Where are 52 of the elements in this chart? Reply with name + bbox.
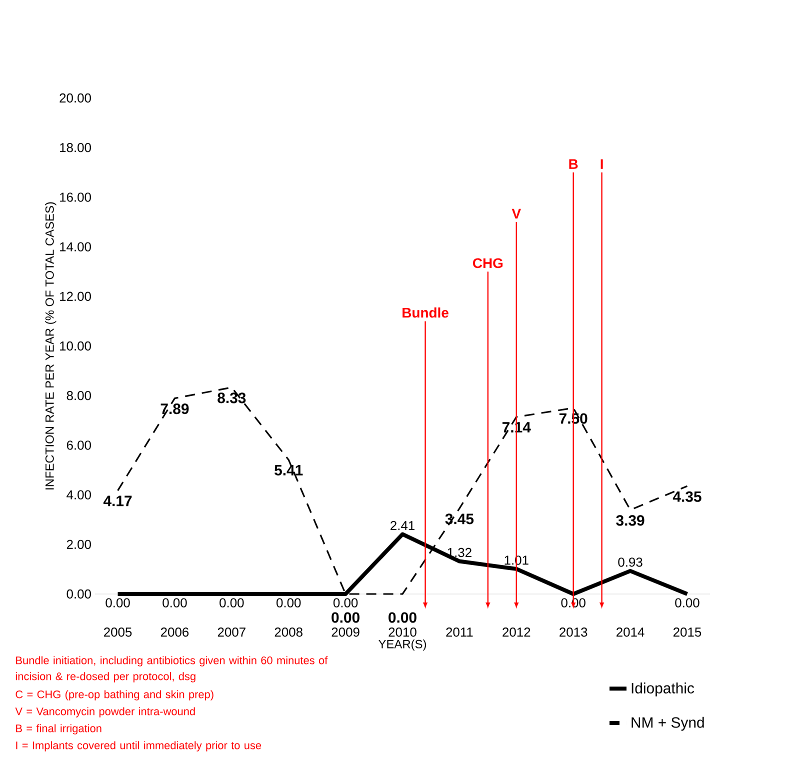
x-tick-label: 2013 [560,628,588,637]
text: B = final irrigation [16,724,102,734]
data-label: 4.17 [103,496,132,506]
data-label: 3.39 [616,515,644,526]
text: C = CHG (pre-op bathing and skin prep) [16,690,214,700]
data-label: 0.00 [332,612,360,623]
ref-line-label: V [512,208,521,218]
y-tick-label: 2.00 [66,540,91,549]
x-tick-label: 2007 [218,628,246,637]
ref-line-label: Bundle [402,307,448,318]
data-label: 2.41 [390,520,414,530]
data-label: 7.89 [160,404,189,414]
data-label: 0.00 [388,612,416,623]
y-tick-label: 12.00 [60,292,91,301]
x-tick-label: 2006 [160,628,189,637]
data-label: 0.00 [106,598,130,608]
data-label: 4.35 [672,491,702,502]
text: V = Vancomycin powder intra-wound [15,707,195,718]
data-label: 0.93 [618,558,642,567]
legend-label: NM + Synd [632,716,704,731]
x-tick-label: 2011 [446,628,473,637]
ref-line-label: CHG [473,258,503,268]
data-label: 0.00 [333,598,358,608]
x-tick-label: 2008 [274,628,302,637]
x-tick-label: 2010 [388,628,416,637]
x-tick-label: 2009 [332,628,360,637]
data-label: 8.33 [218,392,246,404]
x-tick-label: 2015 [673,628,702,637]
x-tick-label: 2005 [104,628,132,637]
data-label: 0.00 [675,598,700,608]
y-tick-label: 8.00 [66,391,91,400]
legend-label: Idiopathic [632,682,694,696]
y-tick-label: 6.00 [66,440,91,450]
y-tick-label: 18.00 [60,143,91,152]
data-label: 0.00 [220,598,244,608]
y-tick-label: 10.00 [60,341,91,351]
ref-line-label: B [569,159,578,169]
data-label: 5.41 [274,465,303,476]
y-tick-label: 4.00 [66,490,91,500]
text: Bundle initiation, including antibiotics given within 60 minutes of incision & re-dosed per protocol, dsg [16,656,328,682]
x-tick-label: 2014 [616,628,644,637]
text: I = Implants covered until immediately prior to use [16,741,262,752]
y-axis-title: INFECTION RATE PER YEAR (% OF TOTAL CASES) [45,202,56,490]
data-label: 0.00 [276,598,301,608]
y-tick-label: 20.00 [60,93,91,103]
ref-line-label: I [600,159,603,169]
data-label: 0.00 [162,598,187,608]
y-tick-label: 0.00 [66,589,91,599]
y-tick-label: 16.00 [60,192,91,202]
x-axis-title: YEAR(S) [378,640,426,651]
x-tick-label: 2012 [502,628,530,637]
y-tick-label: 14.00 [60,242,91,252]
